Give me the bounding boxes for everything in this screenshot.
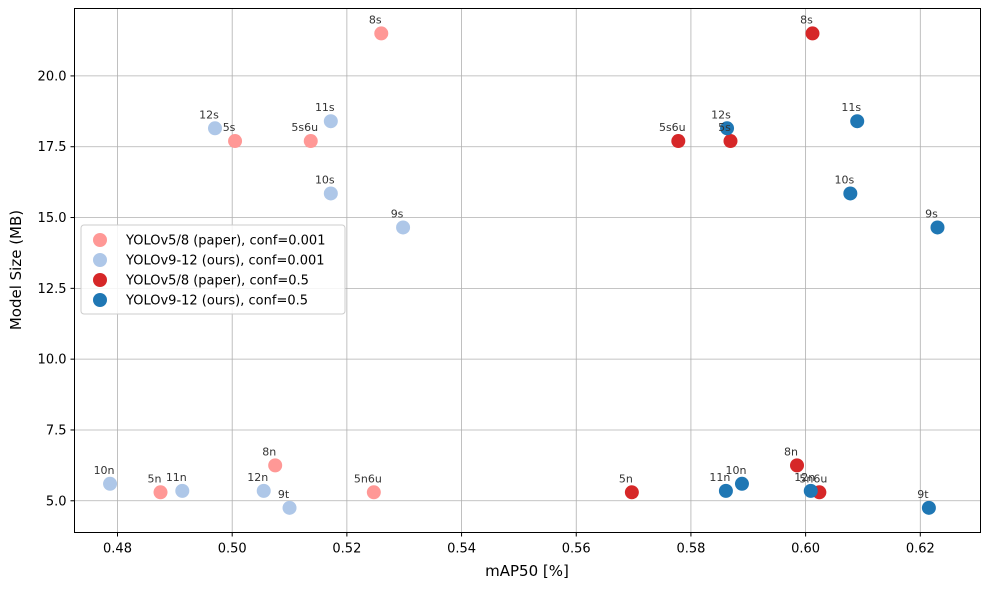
data-point-label: 11n — [709, 471, 730, 484]
legend-marker — [93, 253, 107, 267]
y-tick-label: 15.0 — [38, 211, 67, 226]
data-point-label: 5s6u — [291, 121, 318, 134]
plot-area-frame — [74, 8, 981, 533]
data-point-label: 11s — [841, 101, 861, 114]
data-points — [103, 26, 945, 515]
data-point-label: 5n6u — [799, 472, 827, 485]
data-point-label: 11n — [166, 471, 187, 484]
data-point — [323, 186, 338, 201]
x-tick-label: 0.58 — [676, 542, 705, 557]
data-point — [374, 26, 389, 41]
data-point-label: 9s — [925, 207, 938, 220]
data-point-label: 8n — [784, 445, 798, 458]
y-tick-label: 5.0 — [46, 494, 67, 509]
data-point — [930, 220, 945, 235]
legend-box — [80, 224, 346, 315]
data-point-label: 10s — [834, 173, 854, 186]
y-tick-label: 7.5 — [46, 423, 67, 438]
grid-lines — [74, 8, 981, 533]
data-point-label: 10n — [94, 464, 115, 477]
legend-marker — [93, 233, 107, 247]
data-point-label: 5n — [148, 472, 162, 485]
y-tick-label: 17.5 — [38, 140, 67, 155]
y-tick-label: 10.0 — [38, 353, 67, 368]
data-point — [671, 134, 686, 149]
data-point-label: 5s — [223, 121, 236, 134]
x-tick-label: 0.50 — [218, 542, 247, 557]
data-point — [207, 121, 222, 136]
y-tick-label: 20.0 — [38, 69, 67, 84]
data-point — [175, 483, 190, 498]
x-axis-ticks: 0.48 0.50 0.52 0.54 0.56 0.58 0.60 0.62 — [103, 532, 935, 557]
data-point-label: 12s — [711, 108, 731, 121]
x-tick-label: 0.60 — [791, 542, 820, 557]
data-point — [850, 114, 865, 129]
data-point — [323, 114, 338, 129]
data-point-label: 10s — [315, 173, 335, 186]
data-point — [228, 134, 243, 149]
data-point — [921, 500, 936, 515]
legend-marker — [93, 293, 107, 307]
data-point-label: 5n — [619, 472, 633, 485]
data-point — [268, 458, 283, 473]
legend-entry-label: YOLOv9-12 (ours), conf=0.001 — [125, 254, 325, 269]
x-tick-label: 0.56 — [562, 542, 591, 557]
data-point-label: 12s — [199, 108, 219, 121]
data-point-label: 10n — [725, 464, 746, 477]
data-point-label: 9t — [917, 488, 929, 501]
series-3-points — [718, 114, 945, 515]
x-tick-label: 0.48 — [103, 542, 132, 557]
data-point-label: 5s — [718, 121, 731, 134]
data-point — [303, 134, 318, 149]
series-2-points — [624, 26, 827, 500]
x-tick-label: 0.62 — [906, 542, 935, 557]
data-point — [103, 476, 118, 491]
legend-entry-label: YOLOv5/8 (paper), conf=0.5 — [125, 274, 309, 289]
legend-marker — [93, 273, 107, 287]
series-0-points — [153, 26, 389, 500]
data-point-label: 8n — [262, 445, 276, 458]
data-point-label: 9t — [278, 488, 290, 501]
y-axis-label: Model Size (MB) — [7, 210, 25, 330]
data-point — [803, 483, 818, 498]
series-1-points — [103, 114, 411, 515]
data-point — [366, 485, 381, 500]
data-point-label: 12n — [794, 471, 815, 484]
data-point — [153, 485, 168, 500]
y-axis-ticks: 5.0 7.5 10.0 12.5 15.0 17.5 20.0 — [38, 69, 75, 509]
data-point-label: 5n6u — [354, 472, 382, 485]
data-point — [718, 483, 733, 498]
x-tick-label: 0.52 — [332, 542, 361, 557]
data-point — [720, 121, 735, 136]
data-point-label: 5s6u — [659, 121, 686, 134]
data-point — [256, 483, 271, 498]
data-point — [843, 186, 858, 201]
data-point-label: 8s — [800, 13, 813, 26]
data-point-label: 8s — [369, 13, 382, 26]
data-point — [734, 476, 749, 491]
data-point — [790, 458, 805, 473]
legend-entry-label: YOLOv5/8 (paper), conf=0.001 — [125, 234, 325, 249]
y-tick-label: 12.5 — [38, 282, 67, 297]
x-axis-label: mAP50 [%] — [485, 562, 569, 580]
data-point-label: 11s — [315, 101, 335, 114]
data-point — [396, 220, 411, 235]
data-point — [805, 26, 820, 41]
legend-entry-label: YOLOv9-12 (ours), conf=0.5 — [125, 294, 308, 309]
data-point-label: 12n — [247, 471, 268, 484]
legend: YOLOv5/8 (paper), conf=0.001 YOLOv9-12 (o… — [80, 224, 346, 315]
data-point — [282, 500, 297, 515]
data-point-label: 9s — [391, 207, 404, 220]
data-point — [624, 485, 639, 500]
x-tick-label: 0.54 — [447, 542, 476, 557]
data-point — [723, 134, 738, 149]
